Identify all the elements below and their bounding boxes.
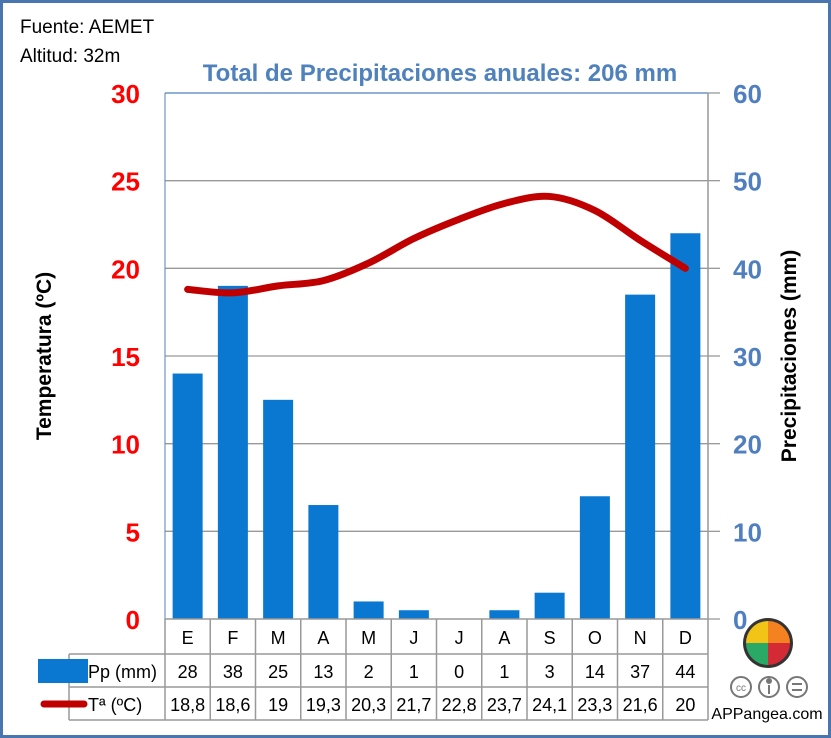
precip-value: 0 — [454, 662, 464, 682]
precip-value: 2 — [364, 662, 374, 682]
right-tick-label: 10 — [733, 517, 762, 547]
left-tick-label: 15 — [111, 342, 140, 372]
month-label: E — [182, 628, 194, 648]
source-label: Fuente: AEMET — [20, 17, 155, 38]
appangea-logo — [743, 618, 793, 668]
precip-bar — [308, 505, 339, 619]
precip-legend-label: Pp (mm) — [88, 662, 157, 682]
precip-value: 14 — [585, 662, 605, 682]
left-tick-label: 20 — [111, 254, 140, 284]
left-axis-label: Temperatura (ºC) — [33, 272, 56, 440]
precip-bar — [670, 233, 701, 619]
precip-value: 13 — [313, 662, 333, 682]
precip-value: 37 — [630, 662, 650, 682]
cc-icon — [730, 676, 752, 698]
precip-value: 44 — [675, 662, 695, 682]
precip-bar — [263, 399, 294, 619]
right-tick-label: 50 — [733, 167, 762, 197]
month-label: M — [271, 628, 286, 648]
month-label: A — [498, 628, 510, 648]
month-label: O — [588, 628, 602, 648]
month-label: F — [227, 628, 238, 648]
month-label: M — [361, 628, 376, 648]
temp-value: 18,6 — [215, 695, 250, 715]
right-tick-label: 0 — [733, 605, 747, 635]
right-tick-label: 30 — [733, 342, 762, 372]
chart-title: Total de Precipitaciones anuales: 206 mm — [203, 60, 677, 87]
left-tick-label: 0 — [126, 605, 140, 635]
temp-value: 22,8 — [442, 695, 477, 715]
temp-value: 18,8 — [170, 695, 205, 715]
temp-value: 21,6 — [623, 695, 658, 715]
precip-value: 25 — [268, 662, 288, 682]
precip-value: 38 — [223, 662, 243, 682]
precip-bar — [489, 610, 520, 619]
precip-legend-swatch — [38, 659, 88, 683]
right-tick-label: 40 — [733, 254, 762, 284]
right-tick-label: 60 — [733, 79, 762, 109]
temp-value: 21,7 — [396, 695, 431, 715]
left-tick-label: 30 — [111, 79, 140, 109]
precip-bar — [534, 592, 565, 619]
left-tick-label: 25 — [111, 167, 140, 197]
precip-value: 28 — [178, 662, 198, 682]
temp-value: 19,3 — [306, 695, 341, 715]
site-label: APPangea.com — [711, 706, 822, 723]
temperature-line — [184, 192, 689, 297]
nd-icon — [786, 676, 808, 698]
precip-bar — [625, 294, 656, 619]
precip-bar — [579, 496, 610, 619]
right-axis-label: Precipitaciones (mm) — [778, 250, 801, 462]
month-label: D — [679, 628, 692, 648]
precip-value: 3 — [545, 662, 555, 682]
month-label: J — [409, 628, 418, 648]
temp-value: 19 — [268, 695, 288, 715]
by-icon — [758, 676, 780, 698]
svg-text:cc: cc — [736, 683, 746, 694]
precip-value: 1 — [499, 662, 509, 682]
precip-bar — [398, 610, 429, 619]
precip-value: 1 — [409, 662, 419, 682]
temp-value: 20,3 — [351, 695, 386, 715]
left-tick-label: 5 — [126, 517, 140, 547]
month-label: A — [317, 628, 329, 648]
precip-bar — [353, 601, 384, 619]
right-tick-label: 20 — [733, 430, 762, 460]
month-label: S — [544, 628, 556, 648]
month-label: N — [634, 628, 647, 648]
precip-bar — [217, 285, 248, 619]
license-icons: cc — [730, 676, 808, 698]
temp-value: 23,7 — [487, 695, 522, 715]
temp-value: 20 — [675, 695, 695, 715]
altitude-label: Altitud: 32m — [20, 46, 120, 67]
temp-value: 23,3 — [577, 695, 612, 715]
temp-value: 24,1 — [532, 695, 567, 715]
precip-bar — [172, 373, 203, 619]
temp-legend-label: Tª (ºC) — [88, 695, 142, 715]
left-tick-label: 10 — [111, 430, 140, 460]
month-label: J — [455, 628, 464, 648]
